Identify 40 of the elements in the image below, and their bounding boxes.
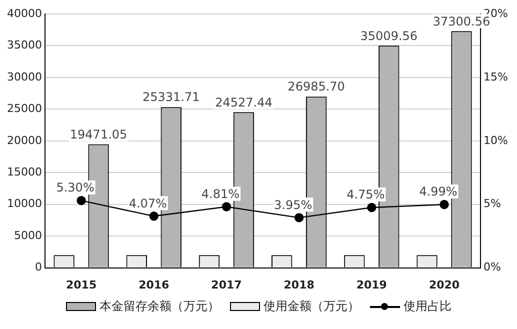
x-tick-label: 2020 bbox=[428, 278, 460, 292]
point bbox=[440, 200, 449, 210]
data-label: 24527.44 bbox=[215, 95, 272, 110]
y-tick-label: 10000 bbox=[6, 197, 42, 210]
y2-tick-label: 5% bbox=[484, 197, 502, 210]
x-tick-label: 2016 bbox=[138, 278, 170, 292]
data-label: 4.75% bbox=[346, 188, 385, 202]
x-tick-label: 2018 bbox=[284, 278, 314, 292]
point bbox=[367, 202, 376, 212]
y2-tick-label: 0% bbox=[484, 260, 502, 274]
legend-label: 使用金额（万元） bbox=[264, 298, 360, 315]
data-label: 26985.70 bbox=[288, 80, 345, 94]
y-tick-label: 35000 bbox=[6, 38, 42, 52]
y-tick-label: 40000 bbox=[6, 6, 42, 20]
data-label: 5.30% bbox=[56, 180, 94, 195]
data-label: 3.95% bbox=[274, 198, 312, 212]
legend-label: 使用占比 bbox=[404, 298, 452, 315]
data-label: 4.99% bbox=[419, 184, 458, 199]
data-label: 37300.56 bbox=[432, 14, 490, 28]
y-tick-label: 0 bbox=[34, 260, 42, 274]
point bbox=[76, 196, 86, 206]
y-tick-label: 20000 bbox=[6, 134, 42, 147]
point bbox=[149, 212, 158, 221]
data-label: 4.07% bbox=[128, 196, 167, 210]
y-tick-label: 25000 bbox=[6, 102, 42, 116]
x-tick-label: 2017 bbox=[211, 278, 242, 292]
x-tick-label: 2015 bbox=[66, 278, 97, 292]
data-label: 35009.56 bbox=[360, 28, 418, 43]
point bbox=[294, 213, 304, 222]
y-tick-label: 5000 bbox=[14, 228, 42, 242]
x-tick-label: 2019 bbox=[356, 278, 387, 292]
y-tick-label: 30000 bbox=[6, 70, 42, 84]
y2-tick-label: 10% bbox=[484, 134, 508, 147]
point bbox=[222, 202, 232, 212]
data-label: 19471.05 bbox=[70, 127, 128, 142]
y-tick-label: 15000 bbox=[6, 165, 42, 178]
data-label: 25331.71 bbox=[142, 90, 200, 104]
legend-label: 本金留存余额（万元） bbox=[100, 298, 220, 315]
y2-tick-label: 15% bbox=[484, 70, 508, 84]
data-label: 4.81% bbox=[201, 186, 240, 201]
